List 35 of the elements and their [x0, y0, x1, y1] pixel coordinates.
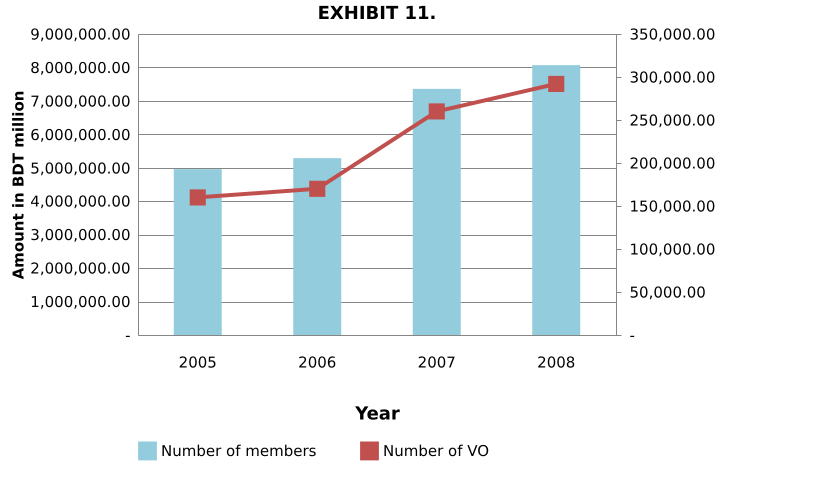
legend-label: Number of VO [383, 442, 490, 460]
y-axis-title: Amount in BDT million [9, 90, 28, 280]
bar [532, 65, 580, 335]
x-axis-title: Year [354, 404, 400, 424]
y2-tick-label: 100,000.00 [630, 240, 716, 258]
y-tick-label: 5,000,000.00 [30, 159, 130, 178]
y2-tick-label: 350,000.00 [630, 26, 716, 44]
point [548, 76, 564, 92]
bar [412, 88, 461, 335]
y2-tick-label: 150,000.00 [630, 198, 716, 216]
point [190, 189, 206, 206]
legend-label: Number of members [161, 442, 317, 460]
y-tick-label: - [125, 326, 130, 344]
y2-tick-label: 200,000.00 [630, 154, 716, 172]
chart-title: EXHIBIT 11. [318, 3, 436, 24]
point [309, 180, 326, 197]
x-tick-label: 2005 [178, 354, 217, 372]
y-tick-label: 8,000,000.00 [30, 58, 130, 77]
x-tick-label: 2006 [298, 354, 336, 372]
bar [293, 158, 342, 335]
x-tick-label: 2008 [537, 354, 576, 372]
y-tick-label: 7,000,000.00 [30, 92, 130, 110]
x-tick-label: 2007 [418, 354, 456, 372]
y-tick-label: 9,000,000.00 [30, 26, 130, 44]
y-tick-label: 2,000,000.00 [30, 260, 130, 278]
y-tick-label: 6,000,000.00 [30, 126, 130, 144]
y2-tick-label: 50,000.00 [630, 284, 706, 302]
y-tick-label: 1,000,000.00 [30, 293, 130, 312]
y2-tick-label: - [630, 326, 635, 344]
y-tick-label: 3,000,000.00 [30, 226, 130, 244]
bar [174, 169, 222, 335]
y2-tick-label: 250,000.00 [630, 112, 716, 130]
y2-tick-label: 300,000.00 [630, 68, 716, 86]
y-tick-label: 4,000,000.00 [30, 192, 130, 211]
point [428, 103, 445, 120]
